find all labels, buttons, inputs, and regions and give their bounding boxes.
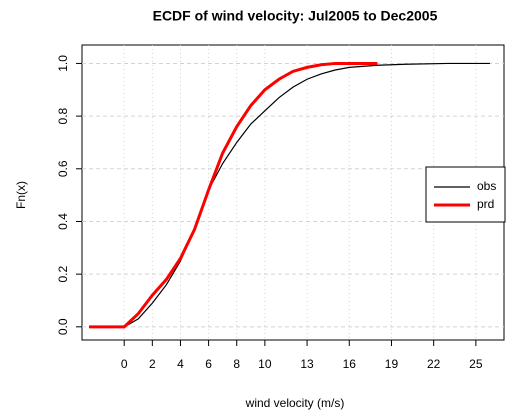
x-tick-label: 25 <box>469 357 483 371</box>
y-tick-label: 0.2 <box>56 265 70 282</box>
x-tick-label: 2 <box>149 357 156 371</box>
legend-label: obs <box>477 179 496 193</box>
y-tick-label: 0.8 <box>56 107 70 124</box>
x-axis-label: wind velocity (m/s) <box>245 396 345 410</box>
x-tick-label: 0 <box>121 357 128 371</box>
x-tick-label: 22 <box>427 357 441 371</box>
x-tick-label: 19 <box>385 357 399 371</box>
x-tick-label: 16 <box>343 357 357 371</box>
legend-label: prd <box>477 197 494 211</box>
y-tick-label: 0.6 <box>56 160 70 177</box>
ecdf-line <box>89 61 378 329</box>
chart-title: ECDF of wind velocity: Jul2005 to Dec200… <box>153 8 438 24</box>
y-tick-label: 1.0 <box>56 55 70 72</box>
x-tick-label: 4 <box>177 357 184 371</box>
y-axis-label: Fn(x) <box>14 181 28 209</box>
x-tick-label: 10 <box>258 357 272 371</box>
x-tick-label: 8 <box>233 357 240 371</box>
x-tick-label: 6 <box>205 357 212 371</box>
ecdf-line <box>89 62 490 328</box>
y-tick-label: 0.4 <box>56 213 70 230</box>
y-tick-label: 0.0 <box>56 318 70 335</box>
legend-box <box>425 166 506 223</box>
x-tick-label: 13 <box>300 357 314 371</box>
